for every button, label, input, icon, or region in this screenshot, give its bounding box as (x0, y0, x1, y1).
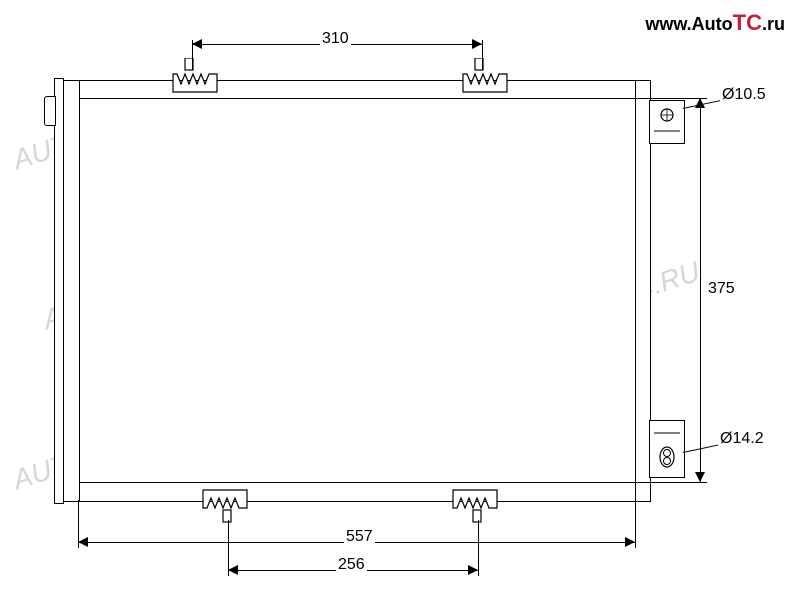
logo-suffix: .ru (762, 14, 785, 34)
top-clip-left (165, 58, 225, 96)
logo-prefix: www. (645, 14, 691, 34)
radiator-body (78, 80, 637, 502)
inner-edge-bottom (78, 482, 635, 483)
left-cap (62, 80, 80, 502)
left-notch (44, 96, 56, 126)
logo-brand2: TC (733, 10, 762, 35)
bracket-top-right (649, 100, 685, 144)
arrow-icon (466, 564, 478, 576)
ext-line (635, 482, 707, 483)
arrow-icon (694, 470, 706, 482)
left-cap-inner (54, 78, 64, 504)
dim-bottom-inner: 256 (336, 556, 367, 574)
bracket-bottom-right (649, 420, 685, 478)
dim-top-span: 310 (320, 30, 351, 48)
ext-line (478, 520, 479, 576)
site-logo: www.AutoTC.ru (645, 10, 785, 36)
inner-edge-top (78, 98, 635, 99)
arrow-icon (470, 38, 482, 50)
dim-line-right (700, 98, 701, 482)
dim-right-height: 375 (706, 280, 737, 298)
ext-line (482, 40, 483, 70)
dim-hole-bottom: Ø14.2 (718, 430, 766, 448)
arrow-icon (192, 38, 204, 50)
logo-brand1: Auto (692, 14, 733, 34)
dim-bottom-outer: 557 (344, 528, 375, 546)
bottom-clip-left (195, 486, 255, 524)
drawing-canvas: AUTOTC.RU AUTOTC.RU AUTOTC.RU AUTOTC.RU … (0, 0, 800, 600)
top-clip-right (455, 58, 515, 96)
bottom-clip-right (445, 486, 505, 524)
arrow-icon (78, 536, 90, 548)
arrow-icon (623, 536, 635, 548)
arrow-icon (228, 564, 240, 576)
dim-hole-top: Ø10.5 (720, 86, 768, 104)
ext-line (635, 500, 636, 548)
